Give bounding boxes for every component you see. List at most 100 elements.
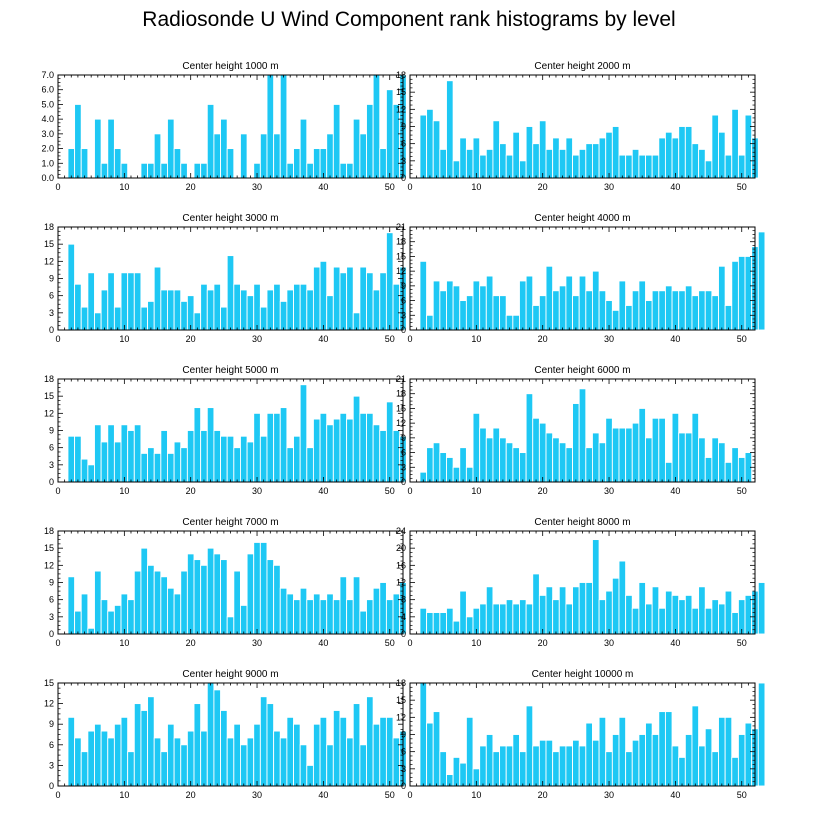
histogram-bar [605,590,613,635]
histogram-bar [585,722,593,787]
histogram-bar [246,737,255,787]
histogram-bar [339,576,348,635]
histogram-bar [87,272,95,331]
histogram-bar [645,300,653,331]
histogram-bar [107,118,115,179]
histogram-bar [684,285,693,331]
histogram-bar [67,435,76,483]
histogram-bar [505,442,514,483]
histogram-bar [319,412,328,483]
figure-title: Radiosonde U Wind Component rank histogr… [142,8,676,31]
histogram-bar [140,452,149,483]
histogram-bar [266,559,275,635]
x-tick-label: 0 [407,334,412,344]
histogram-bar [120,716,129,787]
histogram-bar [578,582,587,635]
x-tick-label: 50 [737,182,747,192]
x-tick-label: 30 [604,182,614,192]
y-tick-label: 9 [49,578,54,588]
histogram-bar [678,290,686,331]
histogram-bar [711,599,719,635]
histogram-bar [651,586,660,635]
histogram-bar [140,306,149,331]
y-tick-label: 20 [396,543,406,553]
histogram-bar [578,388,587,483]
x-tick-label: 0 [407,638,412,648]
histogram-bar [731,108,739,179]
histogram-bar [193,703,202,787]
histogram-bar [459,762,467,787]
histogram-bar [439,290,447,331]
y-tick-label: 6 [401,296,406,306]
y-tick-label: 18 [44,374,54,384]
y-tick-label: 15 [396,695,406,705]
histogram-bar [704,160,713,179]
histogram-bar [532,305,540,331]
histogram-bar [538,594,547,635]
histogram-bar [332,103,341,179]
histogram-bar [658,711,666,787]
histogram-bar [592,143,600,179]
histogram-bar [638,154,646,179]
histogram-bar [664,461,673,483]
histogram-bar [691,607,700,635]
histogram-bar [94,424,102,483]
y-tick-label: 6.0 [41,85,54,95]
histogram-bar [525,393,534,483]
histogram-bar [538,739,547,787]
histogram-bar [618,716,627,787]
histogram-bar [519,280,527,331]
histogram-bar [67,716,76,787]
y-tick-label: 21 [396,374,406,384]
histogram-bar [372,723,381,787]
y-tick-label: 21 [396,222,406,232]
y-tick-label: 12 [44,560,54,570]
histogram-bar [107,610,115,635]
panel-title: Center height 8000 m [534,517,630,528]
y-tick-label: 12 [396,712,406,722]
histogram-bar [611,577,620,635]
histogram-bar [220,559,228,635]
histogram-bar [592,539,600,635]
histogram-bar [312,148,321,179]
histogram-bar [698,437,706,483]
x-tick-label: 20 [538,638,548,648]
histogram-bar [286,447,294,483]
histogram-bar [253,723,261,787]
histogram-bar [213,430,221,483]
histogram-bar [326,133,334,179]
histogram-bar [253,541,261,635]
histogram-bar [671,594,680,635]
histogram-bar [392,283,401,331]
histogram-bar [538,120,547,179]
y-tick-label: 9 [49,426,54,436]
histogram-panel-10: Center height 10000 m 0 10 20 30 40 50 0 3 6 9 12 15… [396,669,766,800]
histogram-bar [366,696,374,787]
histogram-bar [153,737,162,787]
histogram-bar [306,764,314,787]
histogram-bar [392,103,401,179]
histogram-bar [67,148,76,179]
histogram-bar [459,137,467,179]
histogram-bar [446,607,454,635]
histogram-bar [299,744,308,787]
histogram-bar [80,306,89,331]
histogram-bar [299,587,308,635]
y-tick-label: 12 [44,256,54,266]
histogram-bar [698,290,706,331]
histogram-bar [545,148,554,179]
y-tick-label: 7.0 [41,70,54,80]
histogram-bar [426,722,434,787]
histogram-bar [140,710,149,787]
y-tick-label: 0 [401,325,406,335]
histogram-bar [479,427,487,483]
histogram-bar [439,751,447,787]
histogram-bar [319,716,328,787]
histogram-bar [246,441,255,483]
histogram-bar [651,734,660,787]
histogram-bar [598,290,607,331]
histogram-bar [419,114,428,179]
histogram-bar [499,437,507,483]
histogram-bar [385,89,394,179]
y-tick-label: 18 [396,678,406,688]
